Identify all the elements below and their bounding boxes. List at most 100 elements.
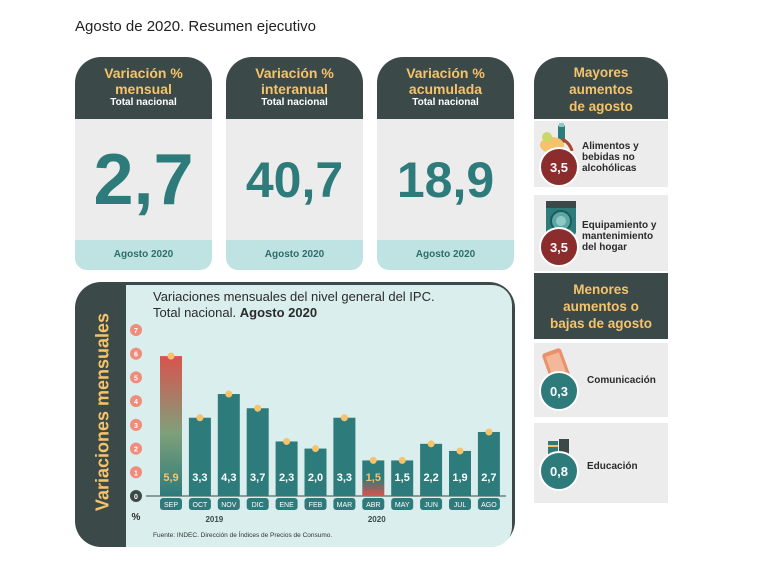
year-label-2019: 2019 <box>205 515 223 524</box>
kpi-scope: Total nacional <box>412 97 479 108</box>
bar-abr <box>362 460 385 496</box>
menores-value-badge: 0,8 <box>539 451 579 491</box>
kpi-value: 2,7 <box>75 119 212 240</box>
category-pill <box>391 498 414 510</box>
mayores-value-badge: 3,5 <box>539 227 579 267</box>
yunit-label: % <box>132 512 141 523</box>
bar-ene <box>275 441 298 496</box>
bar-feb <box>304 448 327 496</box>
kpi-card-header: Variación % mensual Total nacional <box>75 57 212 119</box>
menores-item-comunicacion: 0,3 Comunicación <box>534 343 668 417</box>
category-label: NOV <box>221 502 237 509</box>
page-title: Agosto de 2020. Resumen ejecutivo <box>75 18 316 35</box>
ytick-label: 4 <box>134 399 138 406</box>
category-label: SEP <box>164 502 178 509</box>
chart-title: Variaciones mensuales del nivel general … <box>153 289 435 321</box>
bar-value-label: 2,0 <box>308 472 323 484</box>
bar-may <box>391 460 414 496</box>
bar-top-marker <box>398 456 406 464</box>
kpi-scope: Total nacional <box>110 97 177 108</box>
bar-value-label: 3,3 <box>192 472 207 484</box>
ytick-badge <box>130 347 142 360</box>
bar-value-label: 2,7 <box>481 472 496 484</box>
bar-top-marker <box>456 447 464 455</box>
ytick-badge <box>130 490 142 502</box>
kpi-card-header: Variación % interanual Total nacional <box>226 57 363 119</box>
category-label: AGO <box>481 502 497 509</box>
kpi-card-interanual: Variación % interanual Total nacional 40… <box>226 57 363 270</box>
kpi-period: Agosto 2020 <box>377 240 514 270</box>
menores-title-line: Menores <box>573 282 629 297</box>
category-label: DIC <box>252 502 264 509</box>
kpi-title-line2: interanual <box>261 81 328 97</box>
category-pill <box>217 498 240 510</box>
menores-title-line: aumentos o <box>563 299 639 314</box>
category-label: JUN <box>424 502 438 509</box>
category-pill <box>477 498 500 510</box>
ytick-badge <box>130 442 142 455</box>
label-line: Alimentos y <box>582 141 639 152</box>
mayores-title-line: Mayores <box>573 65 629 80</box>
bar-value-label: 4,3 <box>221 472 236 484</box>
menores-item-educacion: 0,8 Educación <box>534 423 668 503</box>
chart-source: Fuente: INDEC. Dirección de Índices de P… <box>153 532 333 539</box>
ytick-label: 7 <box>134 328 138 335</box>
mayores-item-alimentos: 3,5 Alimentos y bebidas no alcohólicas <box>534 121 668 187</box>
ytick-badge <box>130 324 142 336</box>
bar-top-marker <box>312 445 319 453</box>
label-line: Comunicación <box>587 375 656 386</box>
bar-sep <box>160 356 182 496</box>
bar-top-marker <box>485 428 493 436</box>
menores-value-badge: 0,3 <box>539 371 579 411</box>
kpi-card-mensual: Variación % mensual Total nacional 2,7 A… <box>75 57 212 270</box>
kpi-period: Agosto 2020 <box>75 240 212 270</box>
bar-top-marker <box>225 390 233 398</box>
menores-header: Menores aumentos o bajas de agosto <box>534 273 668 339</box>
washing-machine-icon <box>546 201 576 235</box>
label-line: bebidas no <box>582 152 635 163</box>
kpi-card-header: Variación % acumulada Total nacional <box>377 57 514 119</box>
bar-value-label: 3,3 <box>337 472 352 484</box>
category-label: ABR <box>366 502 380 509</box>
kpi-title-line1: Variación % <box>255 65 334 81</box>
bar-value-label: 1,5 <box>395 472 410 484</box>
bar-value-label: 1,9 <box>452 472 467 484</box>
ytick-label: 3 <box>134 423 138 430</box>
ytick-label: 5 <box>134 375 138 382</box>
mayores-value-badge: 3,5 <box>539 147 579 187</box>
bar-nov <box>217 394 240 496</box>
bar-top-marker <box>283 437 291 445</box>
category-pill <box>160 498 182 510</box>
bar-mar <box>333 417 356 496</box>
menores-item-label: Comunicación <box>587 375 656 386</box>
ytick-badge <box>130 395 142 408</box>
ytick-label: 0 <box>134 494 138 501</box>
bar-value-label: 3,7 <box>250 472 265 484</box>
category-pill <box>449 498 471 510</box>
mayores-title-line: de agosto <box>569 99 633 114</box>
kpi-card-acumulada: Variación % acumulada Total nacional 18,… <box>377 57 514 270</box>
bar-dic <box>246 408 269 496</box>
kpi-title-line1: Variación % <box>406 65 485 81</box>
label-line: del hogar <box>582 242 628 253</box>
ytick-label: 1 <box>134 470 138 477</box>
bar-jul <box>449 450 471 496</box>
category-label: FEB <box>309 502 323 509</box>
category-label: OCT <box>193 502 209 509</box>
mayores-item-equipamiento: 3,5 Equipamiento y mantenimiento del hog… <box>534 195 668 271</box>
label-line: mantenimiento <box>582 231 654 242</box>
ytick-label: 2 <box>134 447 138 454</box>
kpi-period: Agosto 2020 <box>226 240 363 270</box>
bar-top-marker <box>254 404 262 412</box>
ytick-badge <box>130 466 142 479</box>
label-line: Equipamiento y <box>582 220 657 231</box>
category-label: JUL <box>454 502 467 509</box>
bar-top-marker <box>340 414 348 422</box>
ytick-badge <box>130 418 142 431</box>
bar-value-label: 2,2 <box>423 472 438 484</box>
bar-oct <box>188 417 211 496</box>
category-pill <box>304 498 327 510</box>
bar-value-label: 1,5 <box>366 472 381 484</box>
chart-title-line2: Total nacional. Agosto 2020 <box>153 305 435 321</box>
